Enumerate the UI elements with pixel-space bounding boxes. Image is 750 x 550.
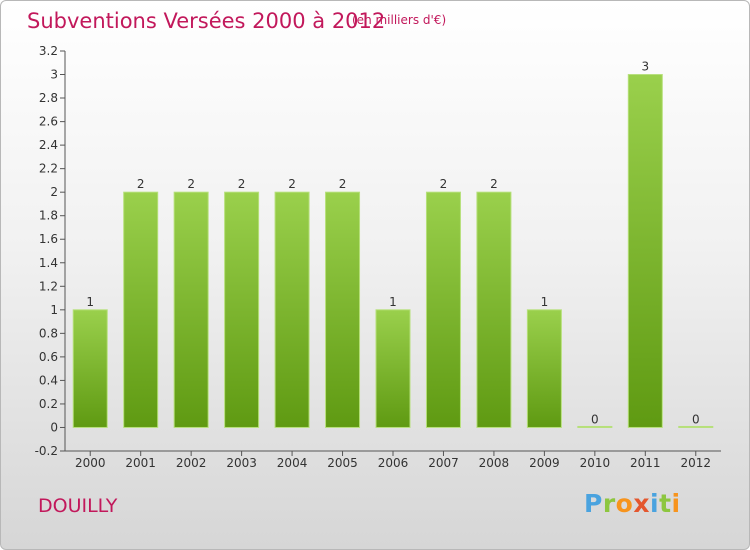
- x-tick-label-2002: 2002: [176, 456, 207, 470]
- bar-2007: [425, 191, 461, 428]
- logo-letter: x: [633, 489, 650, 518]
- y-tick-label: 1.4: [39, 256, 58, 270]
- data-label-2008: 2: [490, 177, 498, 191]
- bar-2012: [678, 425, 714, 428]
- bar-2006: [375, 309, 411, 428]
- x-tick-label-2003: 2003: [226, 456, 257, 470]
- y-tick-label: 2.2: [39, 162, 58, 176]
- y-tick-label: 1: [50, 303, 58, 317]
- x-tick-label-2001: 2001: [125, 456, 156, 470]
- data-label-2011: 3: [641, 60, 649, 74]
- x-tick-label-2010: 2010: [580, 456, 611, 470]
- place-name: DOUILLY: [38, 495, 118, 517]
- x-tick-label-2008: 2008: [479, 456, 510, 470]
- bar-2009: [526, 309, 562, 428]
- data-label-2003: 2: [238, 177, 246, 191]
- data-label-2004: 2: [288, 177, 296, 191]
- data-label-2007: 2: [440, 177, 448, 191]
- x-tick-label-2012: 2012: [680, 456, 711, 470]
- y-tick-label: 0.6: [39, 350, 58, 364]
- y-tick-label: 2: [50, 185, 58, 199]
- y-tick-label: 1.8: [39, 209, 58, 223]
- x-tick-label-2006: 2006: [378, 456, 409, 470]
- bar-2001: [123, 191, 159, 428]
- x-tick-label-2007: 2007: [428, 456, 459, 470]
- bar-2003: [224, 191, 260, 428]
- chart-title: Subventions Versées 2000 à 2012: [27, 9, 386, 33]
- bar-2010: [577, 425, 613, 428]
- chart-subtitle: (en milliers d'€): [352, 13, 447, 27]
- logo-letter: r: [602, 489, 616, 518]
- bar-2000: [72, 309, 108, 428]
- proxiti-logo[interactable]: Proxiti: [584, 489, 681, 518]
- data-label-2001: 2: [137, 177, 145, 191]
- x-tick-label-2000: 2000: [75, 456, 106, 470]
- data-label-2000: 1: [86, 295, 94, 309]
- logo-letter: i: [671, 489, 681, 518]
- y-tick-label: 1.2: [39, 279, 58, 293]
- x-tick-label-2009: 2009: [529, 456, 560, 470]
- data-label-2012: 0: [692, 412, 700, 426]
- bar-2004: [274, 191, 310, 428]
- x-tick-label-2005: 2005: [327, 456, 358, 470]
- y-tick-label: 3.2: [39, 44, 58, 58]
- y-tick-label: -0.2: [35, 444, 58, 458]
- logo-letter: o: [615, 489, 634, 518]
- y-tick-label: 2.4: [39, 138, 58, 152]
- x-tick-label-2011: 2011: [630, 456, 661, 470]
- y-tick-label: 0.8: [39, 326, 58, 340]
- x-tick-label-2004: 2004: [277, 456, 308, 470]
- y-tick-label: 2.6: [39, 115, 58, 129]
- logo-letter: P: [584, 489, 603, 518]
- data-label-2010: 0: [591, 412, 599, 426]
- bar-2008: [476, 191, 512, 428]
- y-tick-label: 0.2: [39, 397, 58, 411]
- y-tick-label: 0.4: [39, 373, 58, 387]
- data-label-2009: 1: [541, 295, 549, 309]
- data-label-2006: 1: [389, 295, 397, 309]
- logo-letter: i: [650, 489, 660, 518]
- data-label-2005: 2: [339, 177, 347, 191]
- bar-2011: [627, 74, 663, 428]
- data-label-2002: 2: [187, 177, 195, 191]
- y-tick-label: 3: [50, 68, 58, 82]
- y-tick-label: 1.6: [39, 232, 58, 246]
- y-tick-label: 0: [50, 420, 58, 434]
- logo-letter: t: [659, 489, 672, 518]
- y-tick-label: 2.8: [39, 91, 58, 105]
- bar-2002: [173, 191, 209, 428]
- bar-2005: [325, 191, 361, 428]
